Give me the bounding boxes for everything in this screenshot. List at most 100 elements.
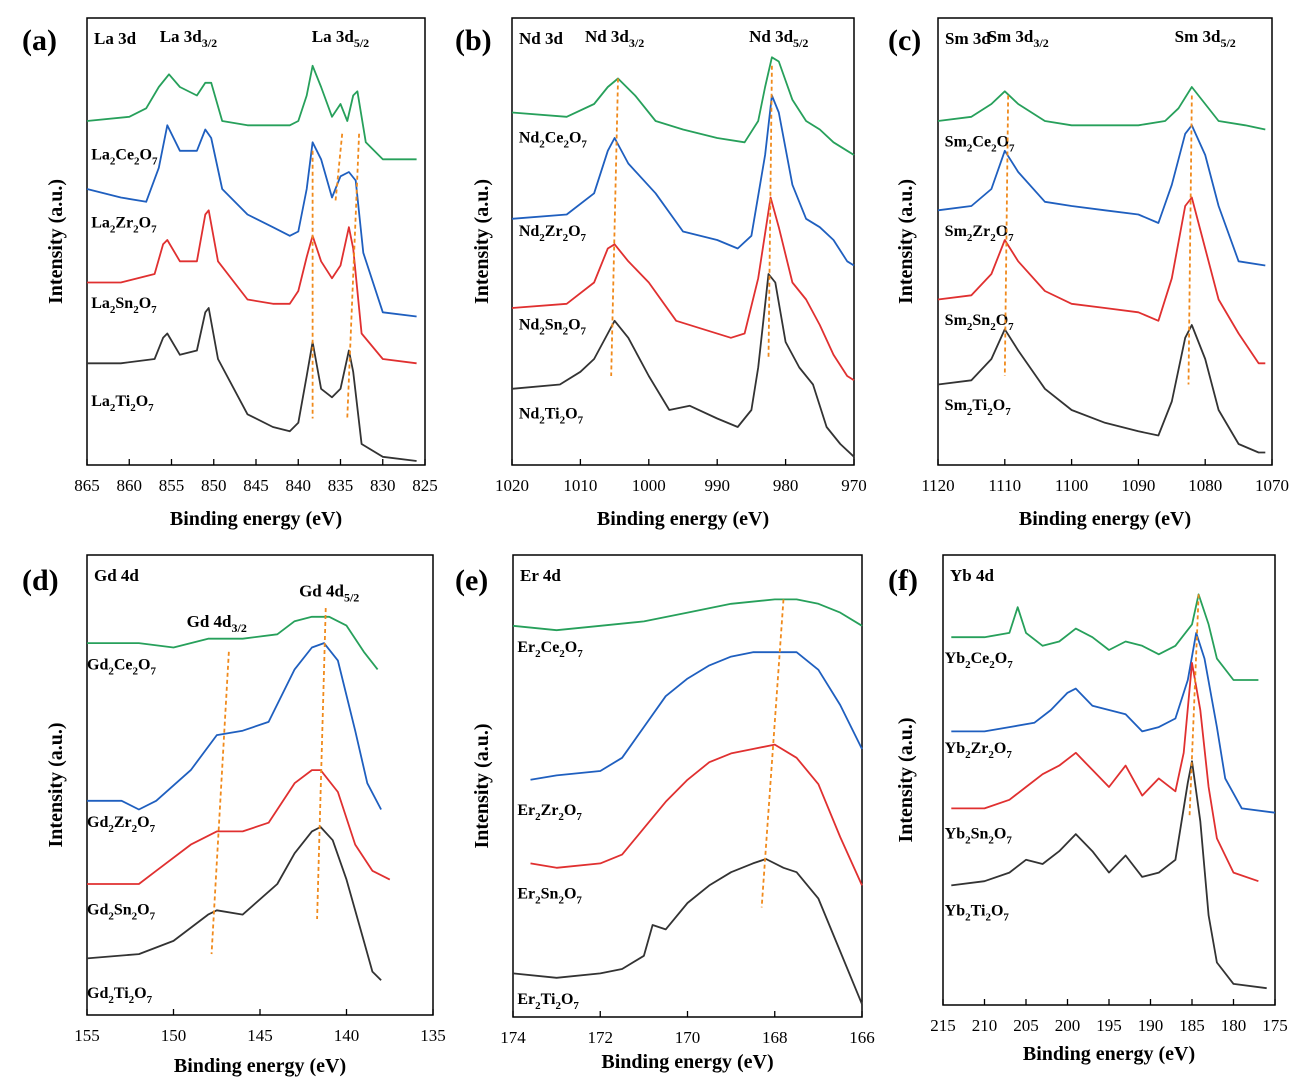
x-tick-label: 970 xyxy=(841,476,867,495)
element-label: La 3d xyxy=(94,29,137,48)
series-label-Er2Ti2O7: Er2Ti2O7 xyxy=(517,991,579,1012)
x-tick-label: 150 xyxy=(161,1026,187,1045)
series-line-La2Sn2O7 xyxy=(87,209,417,365)
series-label-Sm2Ce2O7: Sm2Ce2O7 xyxy=(945,134,1015,155)
series-line-Er2Sn2O7 xyxy=(530,743,863,886)
x-tick-label: 990 xyxy=(704,476,730,495)
plot-frame xyxy=(511,17,855,466)
series-label-Nd2Sn2O7: Nd2Sn2O7 xyxy=(519,316,587,337)
x-tick-label: 195 xyxy=(1096,1016,1122,1035)
x-axis-label: Binding energy (eV) xyxy=(170,508,342,530)
x-tick-label: 174 xyxy=(500,1028,526,1047)
x-tick-label: 210 xyxy=(972,1016,998,1035)
series-line-Yb2Ti2O7 xyxy=(951,760,1267,990)
x-tick-label: 135 xyxy=(420,1026,446,1045)
peak-label: Nd 3d5/2 xyxy=(749,27,808,50)
x-axis-label: Binding energy (eV) xyxy=(601,1051,773,1073)
x-tick-label: 190 xyxy=(1138,1016,1164,1035)
series-line-Gd2Sn2O7 xyxy=(87,769,391,885)
plot-frame xyxy=(512,554,863,1018)
panel-label: (c) xyxy=(888,24,921,57)
x-tick-label: 175 xyxy=(1262,1016,1288,1035)
series-label-Yb2Zr2O7: Yb2Zr2O7 xyxy=(945,740,1013,761)
panel-f: 215 210 205 200 195 190 185 180 175 Binding energ… xyxy=(888,554,1288,1065)
series-label-Sm2Ti2O7: Sm2Ti2O7 xyxy=(945,397,1012,418)
panel-label: (b) xyxy=(455,24,492,57)
x-tick-label: 1110 xyxy=(988,476,1021,495)
y-axis-label: Intensity (a.u.) xyxy=(45,179,67,304)
x-tick-label: 168 xyxy=(762,1028,788,1047)
x-tick-label: 205 xyxy=(1013,1016,1039,1035)
panel-a: 865 860 855 850 845 840 835 830 825 Binding energ… xyxy=(22,17,438,530)
y-axis-label: Intensity (a.u.) xyxy=(895,179,917,304)
plot-frame xyxy=(937,17,1273,466)
peak-label: Gd 4d5/2 xyxy=(299,582,359,605)
series-line-Yb2Ce2O7 xyxy=(951,593,1259,681)
x-tick-label: 1120 xyxy=(921,476,954,495)
x-tick-label: 845 xyxy=(243,476,269,495)
x-axis-label: Binding energy (eV) xyxy=(1023,1043,1195,1065)
x-tick-label: 170 xyxy=(675,1028,701,1047)
x-axis-label: Binding energy (eV) xyxy=(174,1055,346,1077)
series-label-Er2Ce2O7: Er2Ce2O7 xyxy=(517,639,583,660)
peak-label: La 3d5/2 xyxy=(312,27,369,50)
series-line-Er2Ce2O7 xyxy=(512,598,863,632)
x-axis-label: Binding energy (eV) xyxy=(597,508,769,530)
x-tick-label: 145 xyxy=(247,1026,273,1045)
x-tick-label: 1100 xyxy=(1055,476,1088,495)
series-line-Nd2Ce2O7 xyxy=(511,56,855,156)
peak-guide-line xyxy=(610,78,619,377)
x-tick-label: 1000 xyxy=(632,476,666,495)
plot-frame xyxy=(86,554,434,1016)
series-line-Sm2Ce2O7 xyxy=(937,86,1266,131)
peak-guide-line xyxy=(316,608,327,920)
x-tick-label: 1080 xyxy=(1188,476,1222,495)
series-line-Yb2Zr2O7 xyxy=(951,632,1276,814)
element-label: Nd 3d xyxy=(519,29,563,48)
series-line-Sm2Zr2O7 xyxy=(937,124,1266,267)
x-tick-label: 1090 xyxy=(1121,476,1155,495)
panel-e: 174 172 170 168 166 Binding energy (eV) Intens… xyxy=(455,554,875,1073)
series-line-La2Zr2O7 xyxy=(86,124,417,318)
peak-guide-line xyxy=(760,599,785,908)
series-label-La2Ce2O7: La2Ce2O7 xyxy=(91,146,158,167)
series-line-Gd2Ti2O7 xyxy=(86,826,382,981)
x-tick-label: 860 xyxy=(117,476,143,495)
series-label-Gd2Sn2O7: Gd2Sn2O7 xyxy=(87,902,156,923)
series-line-La2Ce2O7 xyxy=(86,64,417,161)
x-tick-label: 850 xyxy=(201,476,227,495)
panel-b: 1020 1010 1000 990 980 970 Binding energy (eV)… xyxy=(455,17,867,530)
series-label-Gd2Ti2O7: Gd2Ti2O7 xyxy=(87,985,153,1006)
series-label-Nd2Ce2O7: Nd2Ce2O7 xyxy=(519,129,588,150)
series-label-Er2Sn2O7: Er2Sn2O7 xyxy=(517,886,582,907)
series-label-Yb2Sn2O7: Yb2Sn2O7 xyxy=(945,825,1013,846)
x-tick-label: 215 xyxy=(930,1016,956,1035)
x-axis-label: Binding energy (eV) xyxy=(1019,508,1191,530)
element-label: Sm 3d xyxy=(945,29,991,48)
peak-label: Sm 3d3/2 xyxy=(988,27,1049,50)
series-line-La2Ti2O7 xyxy=(87,307,417,462)
peak-label: Gd 4d3/2 xyxy=(187,612,247,635)
peak-label: Sm 3d5/2 xyxy=(1175,27,1236,50)
series-label-La2Sn2O7: La2Sn2O7 xyxy=(91,295,157,316)
series-line-Gd2Ce2O7 xyxy=(87,615,379,670)
series-line-Nd2Zr2O7 xyxy=(511,94,855,267)
series-line-Nd2Ti2O7 xyxy=(511,273,855,458)
x-tick-label: 865 xyxy=(74,476,100,495)
series-label-Gd2Zr2O7: Gd2Zr2O7 xyxy=(87,814,156,835)
y-axis-label: Intensity (a.u.) xyxy=(471,723,493,848)
x-tick-label: 180 xyxy=(1221,1016,1247,1035)
x-tick-label: 830 xyxy=(370,476,396,495)
element-label: Gd 4d xyxy=(94,566,139,585)
panel-c: 1120 1110 1100 1090 1080 1070 Binding energy (… xyxy=(888,17,1289,530)
panel-label: (a) xyxy=(22,24,57,57)
peak-label: La 3d3/2 xyxy=(160,27,217,50)
x-tick-label: 980 xyxy=(773,476,799,495)
panel-label: (d) xyxy=(22,564,59,597)
peak-label: Nd 3d3/2 xyxy=(585,27,644,50)
peak-guide-line xyxy=(346,133,360,419)
series-label-Er2Zr2O7: Er2Zr2O7 xyxy=(517,802,582,823)
x-tick-label: 835 xyxy=(328,476,354,495)
panel-label: (e) xyxy=(455,564,488,597)
